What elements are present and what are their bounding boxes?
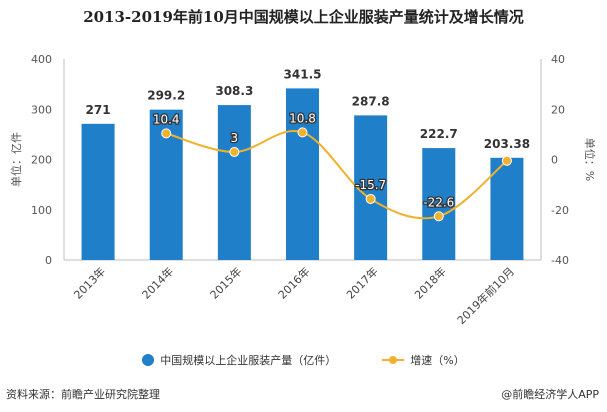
right-axis-title: 单位：% xyxy=(583,138,597,181)
growth-line xyxy=(165,130,508,220)
left-axis-title: 单位：亿件 xyxy=(9,132,23,187)
category-label: 2016年 xyxy=(275,264,312,301)
category-label: 2015年 xyxy=(207,264,244,301)
legend-swatch-bar xyxy=(142,354,155,366)
category-label: 2017年 xyxy=(343,264,380,301)
right-tick-label: -20 xyxy=(551,204,569,217)
right-tick-label: 40 xyxy=(551,53,565,66)
category-label: 2014年 xyxy=(139,264,176,301)
right-tick-label: 0 xyxy=(551,154,558,167)
left-tick-label: 200 xyxy=(31,154,52,167)
bar-value-label: 271 xyxy=(86,103,111,117)
growth-point xyxy=(433,211,444,222)
growth-value-label: 3 xyxy=(231,131,239,145)
bar xyxy=(217,105,251,260)
legend-label-production: 中国规模以上企业服装产量（亿件） xyxy=(160,354,337,367)
bar-value-label: 341.5 xyxy=(284,67,322,81)
bar-value-label: 222.7 xyxy=(420,127,458,141)
legend-label-growth: 增速（%） xyxy=(410,354,465,367)
footer-source: 资料来源：前瞻产业研究院整理 xyxy=(6,388,160,401)
growth-point xyxy=(229,146,240,157)
bar-value-label: 308.3 xyxy=(215,84,253,98)
left-tick-label: 400 xyxy=(31,53,52,66)
left-tick-label: 100 xyxy=(31,204,52,217)
category-label: 2013年 xyxy=(71,264,108,301)
bar xyxy=(422,148,456,260)
growth-value-label: 10.4 xyxy=(153,112,180,126)
bar xyxy=(286,88,319,261)
bar-value-label: 203.38 xyxy=(484,137,530,151)
right-tick-label: -40 xyxy=(551,254,569,267)
growth-point xyxy=(161,128,172,139)
bar xyxy=(81,123,115,260)
growth-point xyxy=(501,155,512,166)
bar xyxy=(490,157,524,260)
right-tick-label: 20 xyxy=(551,103,565,116)
growth-point xyxy=(297,127,308,138)
footer-brand: @前瞻经济学人APP xyxy=(501,388,599,401)
bar-value-label: 287.8 xyxy=(352,94,390,108)
left-tick-label: 0 xyxy=(45,254,52,267)
category-label: 2019年前10月 xyxy=(454,264,517,327)
legend: 中国规模以上企业服装产量（亿件） 增速（%） xyxy=(0,352,607,368)
bar xyxy=(354,115,388,261)
legend-item-production: 中国规模以上企业服装产量（亿件） xyxy=(142,352,336,368)
bar-value-label: 299.2 xyxy=(147,89,185,103)
chart-title: 2013-2019年前10月中国规模以上企业服装产量统计及增长情况 xyxy=(83,8,524,26)
growth-value-label: -22.6 xyxy=(423,195,454,209)
growth-value-label: -15.7 xyxy=(355,178,386,192)
legend-swatch-line xyxy=(382,354,405,366)
legend-item-growth: 增速（%） xyxy=(382,352,465,368)
growth-point xyxy=(365,193,376,204)
growth-value-label: 10.8 xyxy=(289,111,316,125)
left-tick-label: 300 xyxy=(31,103,52,116)
category-label: 2018年 xyxy=(411,264,448,301)
